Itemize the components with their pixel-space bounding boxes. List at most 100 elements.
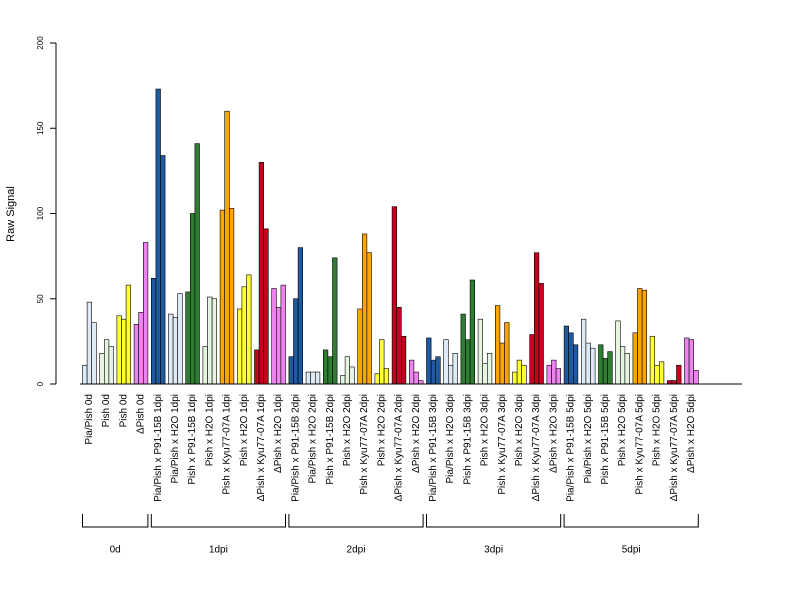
x-tick-label: Pish x H2O 1dpi [204, 394, 215, 466]
bar [271, 288, 277, 385]
x-tick-label: Pia/Pish x H2O 2dpi [308, 394, 319, 484]
bar [676, 364, 682, 385]
bar [400, 335, 407, 385]
group-bracket [563, 514, 699, 528]
y-tick-label: 100 [36, 206, 45, 220]
group-bracket [150, 514, 286, 528]
x-tick-label: ΔPish x Kyu77-07A 3dpi [531, 394, 542, 501]
x-tick-label: ΔPish x H2O 2dpi [411, 394, 422, 473]
bar [207, 296, 213, 385]
bar [435, 356, 441, 385]
bar [258, 162, 265, 385]
bar [641, 289, 647, 385]
bar [237, 308, 243, 385]
bar [349, 366, 355, 385]
bar [143, 242, 149, 385]
x-tick-label: Pish x H2O 3dpi [514, 394, 525, 466]
bar [649, 335, 655, 385]
bar [654, 364, 660, 385]
bar [322, 349, 329, 385]
bar [426, 337, 432, 385]
bar [671, 380, 677, 385]
bar [452, 353, 458, 385]
group-bracket [426, 514, 562, 528]
bar [430, 359, 437, 385]
bar [658, 361, 665, 385]
bar [297, 247, 304, 385]
bar [486, 353, 493, 385]
bar [275, 306, 282, 385]
x-tick-label: Pia/Pish x H2O 5dpi [583, 394, 594, 484]
bar [465, 339, 471, 385]
x-tick-label: Pish x H2O 1dpi [239, 394, 250, 466]
x-tick-label: Pish x H2O 5dpi [617, 394, 628, 466]
bar [305, 371, 312, 385]
bar [185, 291, 191, 385]
bar [361, 233, 368, 385]
bar [151, 277, 157, 385]
bar [116, 315, 122, 385]
bar [624, 353, 630, 385]
bar [688, 339, 694, 385]
x-tick-label: ΔPish 0d [136, 394, 147, 434]
x-tick-label: Pia/Pish x P91-15B 2dpi [290, 394, 301, 502]
bar [211, 298, 218, 385]
y-tick-label: 50 [36, 294, 45, 303]
bar [572, 344, 579, 385]
bar [693, 370, 699, 385]
group-label: 5dpi [622, 545, 641, 556]
bar [172, 317, 179, 385]
bar [357, 308, 363, 385]
bar [482, 363, 488, 385]
bar [396, 306, 402, 385]
group-brackets: 0d 1dpi 2dpi 3dpi 5dpi [82, 514, 699, 556]
x-tick-label: ΔPish x Kyu77-07A 2dpi [394, 394, 405, 501]
bar [374, 373, 380, 385]
bar [125, 284, 131, 385]
bar [590, 347, 596, 385]
bar [104, 339, 110, 385]
bar [413, 371, 419, 385]
x-tick-label: Pia/Pish 0d [84, 394, 95, 445]
x-tick-label: Pish x Kyu77-07A 5dpi [634, 394, 645, 495]
bar [168, 313, 174, 385]
bar [512, 371, 518, 385]
category-labels: Pia/Pish 0d Pish 0d Pish 0d ΔPish 0d Pia/Pis… [84, 394, 697, 502]
bars-layer [82, 88, 699, 385]
bar [391, 206, 398, 385]
bar [568, 332, 574, 385]
x-tick-label: Pish x P91-15B 5dpi [600, 394, 611, 485]
y-axis: 0 50 100 150 200 [36, 36, 57, 386]
bar [379, 339, 385, 385]
bar [585, 342, 591, 385]
bar [224, 110, 230, 385]
x-tick-label: ΔPish x H2O 5dpi [686, 394, 697, 473]
x-tick-label: Pish x H2O 5dpi [652, 394, 663, 466]
bar [408, 359, 415, 385]
bar [580, 318, 587, 385]
bar [555, 368, 561, 385]
bar [637, 288, 643, 385]
bar [108, 346, 114, 385]
bar [666, 380, 673, 385]
bar [82, 364, 88, 385]
group-label: 1dpi [209, 545, 228, 556]
x-tick-label: ΔPish x H2O 3dpi [548, 394, 559, 473]
bar [229, 208, 235, 385]
bar [314, 371, 321, 385]
group-label: 3dpi [484, 545, 503, 556]
bar [516, 359, 522, 385]
bar [202, 346, 208, 385]
bar [138, 312, 144, 385]
bar [418, 380, 424, 385]
x-tick-label: Pish x Kyu77-07A 1dpi [222, 394, 233, 495]
bar [293, 298, 299, 385]
y-tick-label: 150 [36, 121, 45, 135]
y-tick-label: 0 [36, 381, 45, 386]
x-tick-label: Pish 0d [101, 394, 112, 427]
y-tick-label: 200 [36, 36, 45, 50]
bar [327, 356, 333, 385]
bar [246, 274, 252, 385]
bar [551, 359, 557, 385]
